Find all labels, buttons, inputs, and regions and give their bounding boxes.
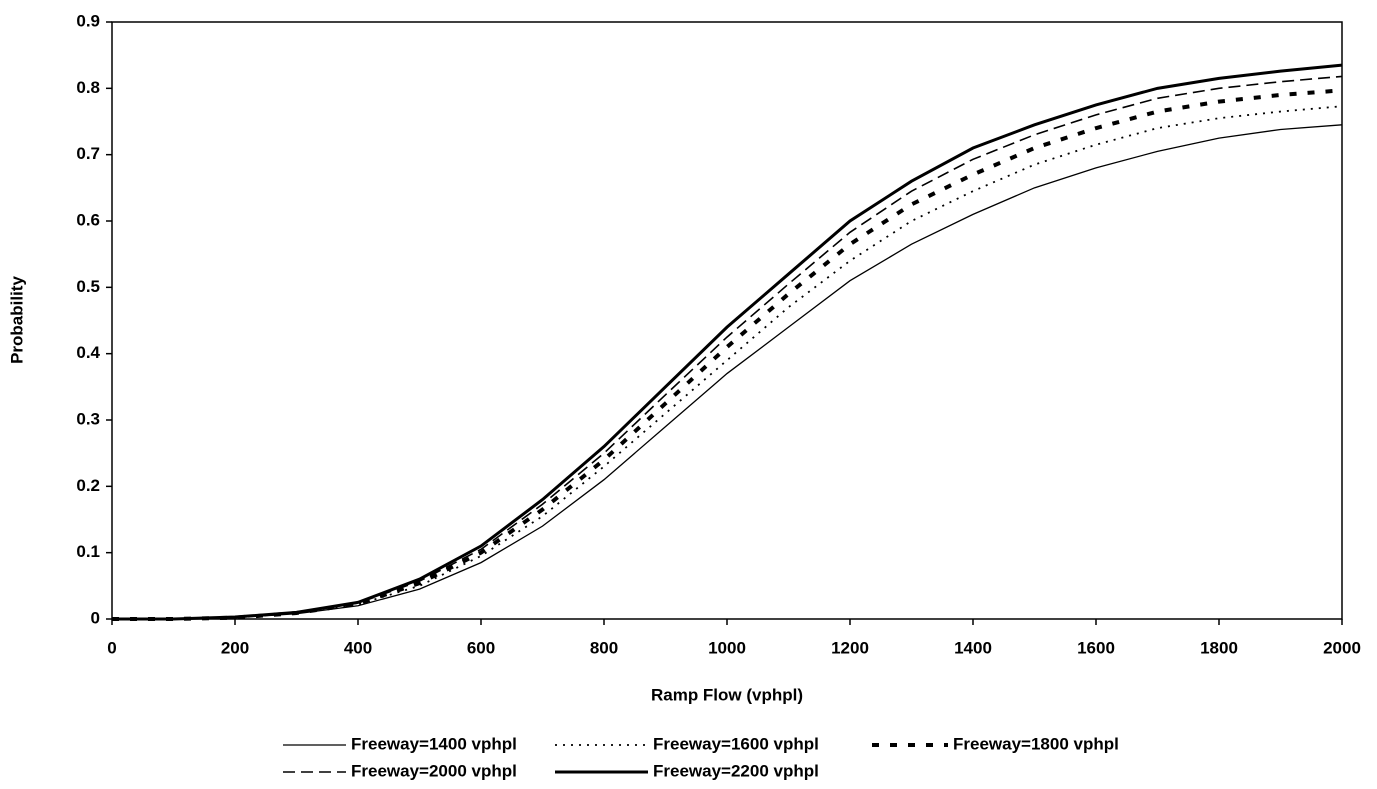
series-line (112, 124, 1343, 620)
y-tick-label: 0.1 (76, 542, 100, 561)
y-axis-title: Probability (7, 276, 26, 364)
x-tick-label: 1400 (954, 638, 992, 657)
series-line (112, 63, 1343, 621)
y-tick-label: 0.2 (76, 476, 100, 495)
x-tick-label: 0 (107, 638, 116, 657)
legend-label: Freeway=2000 vphpl (351, 761, 517, 780)
x-tick-label: 2000 (1323, 638, 1361, 657)
series-line (112, 88, 1343, 621)
legend-label: Freeway=1400 vphpl (351, 734, 517, 753)
x-tick-label: 400 (344, 638, 372, 657)
y-tick-label: 0.9 (76, 11, 100, 30)
legend-label: Freeway=1800 vphpl (953, 734, 1119, 753)
series-line (112, 75, 1343, 620)
plot-frame (111, 21, 1343, 620)
x-tick-label: 1200 (831, 638, 869, 657)
x-axis-title: Ramp Flow (vphpl) (651, 685, 803, 704)
legend-label: Freeway=2200 vphpl (653, 761, 819, 780)
y-tick-label: 0.6 (76, 210, 100, 229)
y-tick-label: 0.4 (76, 343, 100, 362)
y-tick-label: 0.5 (76, 277, 100, 296)
y-tick-label: 0 (91, 608, 100, 627)
x-tick-label: 800 (590, 638, 618, 657)
x-tick-label: 600 (467, 638, 495, 657)
x-tick-label: 1000 (708, 638, 746, 657)
series-line (112, 105, 1343, 620)
x-tick-label: 1800 (1200, 638, 1238, 657)
y-tick-label: 0.7 (76, 144, 100, 163)
legend-label: Freeway=1600 vphpl (653, 734, 819, 753)
x-tick-label: 1600 (1077, 638, 1115, 657)
x-tick-label: 200 (221, 638, 249, 657)
y-tick-label: 0.8 (76, 78, 100, 97)
y-tick-label: 0.3 (76, 409, 100, 428)
